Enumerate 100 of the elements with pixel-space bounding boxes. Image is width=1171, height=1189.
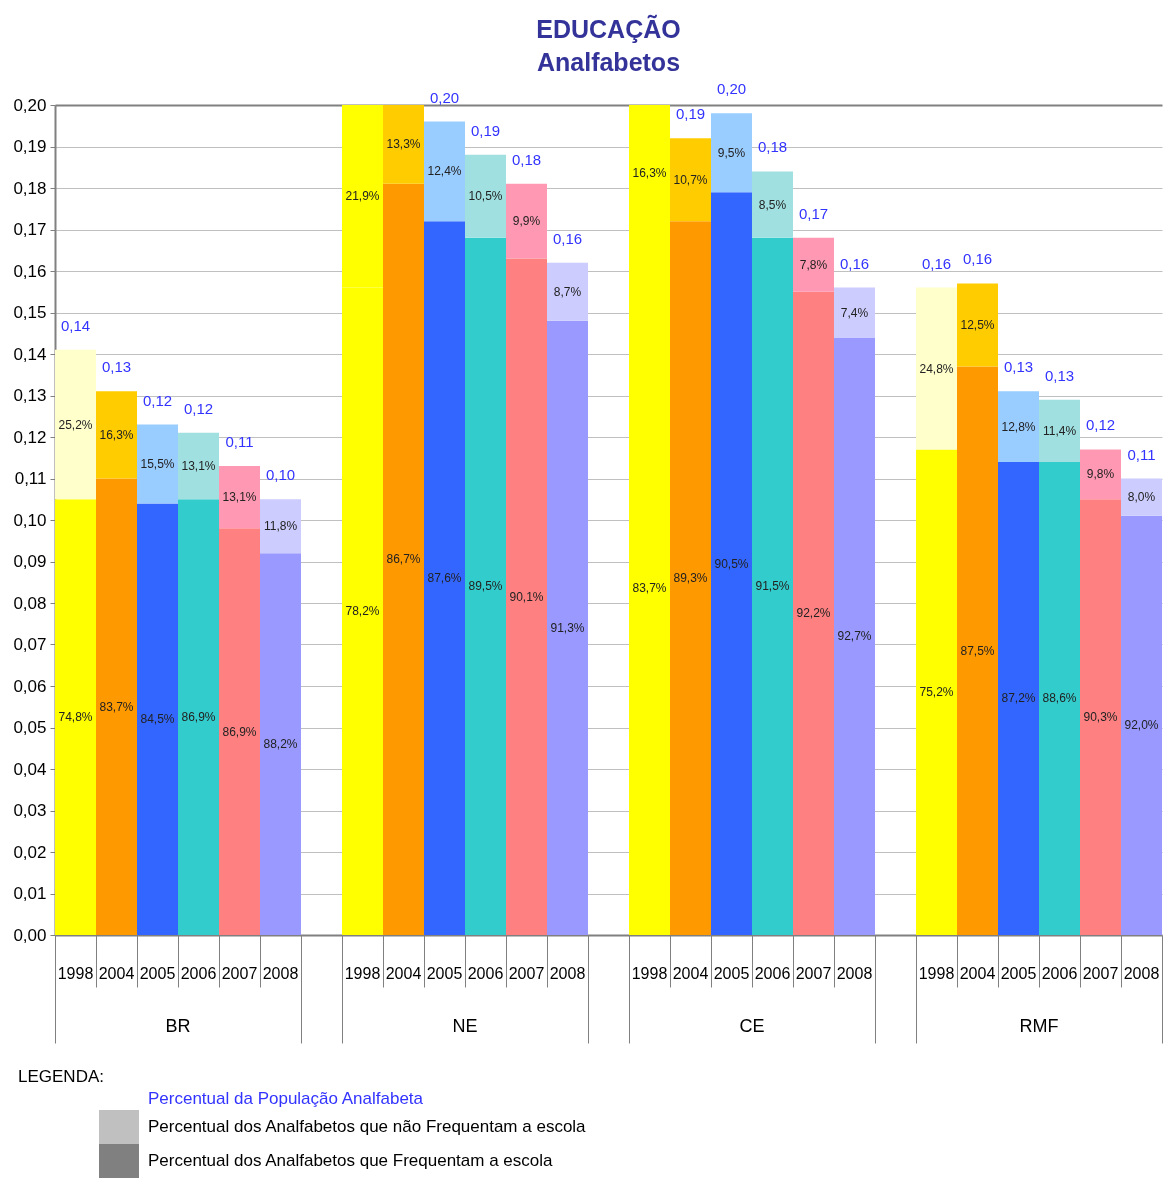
y-tick-label: 0,08 [13,593,47,613]
annotation: 83,7% [632,581,667,596]
x-tick-label: 2006 [180,965,217,982]
annotation: 92,7% [837,629,872,644]
bar [55,349,96,500]
annotation: 88,2% [263,737,298,752]
y-tick-label: 0,05 [13,718,47,737]
text: NE [452,1016,478,1036]
bar [178,432,219,500]
total-label: 0,16 [962,250,993,268]
total-label: 0,18 [757,138,788,156]
annotation: 74,8% [58,710,93,725]
bar [506,183,547,259]
bar [137,424,178,504]
y-tick-label: 0,00 [13,925,47,945]
total-label: 0,13 [1003,358,1034,376]
bar [793,237,834,292]
annotation: 10,5% [468,189,503,204]
y-tick-label: 0,02 [13,842,47,862]
x-tick-label: 2007 [221,965,258,982]
annotation: 87,2% [1001,691,1036,706]
x-tick-label: 2006 [1041,965,1078,982]
annotation: 13,1% [181,459,216,474]
total-label: 0,20 [716,80,747,98]
bar [834,337,875,935]
annotation: 25,2% [58,417,93,432]
annotation: 16,3% [99,427,134,442]
annotation: 13,1% [222,490,257,505]
bar [834,287,875,338]
total-label: 0,16 [839,254,870,272]
annotation: 91,3% [550,620,585,635]
bar [383,105,424,184]
y-tick-label: 0,11 [14,469,47,488]
bar [547,262,588,321]
x-tick-label: 2004 [959,965,996,982]
annotation: 7,4% [840,305,869,320]
y-tick-label: 0,20 [13,95,47,115]
bar [957,283,998,367]
bar [424,121,465,222]
chart-subtitle: Analfabetos [536,48,681,77]
annotation: 84,5% [140,712,175,727]
bar [793,291,834,935]
annotation: 88,6% [1042,691,1077,706]
bar [916,287,957,450]
annotation: 78,2% [345,604,380,619]
bar [670,138,711,222]
annotation: 7,8% [799,257,828,272]
total-label: 0,16 [921,254,952,272]
bar [998,391,1039,462]
x-tick-label: 2007 [795,965,832,982]
y-tick-label: 0,19 [13,137,47,156]
total-label: 0,13 [101,358,132,376]
x-tick-label: 2008 [549,965,586,982]
x-tick-label: 2007 [1082,965,1119,982]
bar [260,553,301,935]
x-tick-label: 1998 [57,965,94,982]
annotation: 86,9% [181,710,216,725]
x-tick-label: 2005 [139,965,176,982]
bar [55,499,96,935]
bar [1039,399,1080,462]
total-label: 0,14 [60,316,91,334]
x-tick-label: 2005 [426,965,463,982]
y-tick-label: 0,18 [13,178,47,198]
annotation: 9,5% [717,145,746,160]
annotation: 11,4% [1042,423,1077,438]
x-tick-label: 2006 [754,965,791,982]
annotation: 9,8% [1086,467,1115,482]
y-tick-label: 0,15 [13,303,47,322]
bar [916,449,957,935]
y-tick-label: 0,04 [13,759,47,779]
bar [1080,449,1121,500]
x-tick-label: 2004 [98,965,135,982]
annotation: 8,5% [758,197,787,212]
bar [711,192,752,935]
text: Percentual dos Analfabetos que não Frequentam a escola [148,1116,586,1138]
bar [670,221,711,935]
bar [178,499,219,935]
y-tick-label: 0,07 [13,635,47,654]
bar [219,528,260,935]
total-label: 0,18 [511,150,542,168]
y-tick-label: 0,14 [13,344,47,364]
bar [957,366,998,935]
x-tick-label: 2005 [713,965,750,982]
total-label: 0,12 [142,391,173,409]
annotation: 87,6% [427,571,462,586]
bar [260,499,301,554]
text: Percentual da População Analfabeta [148,1088,424,1110]
annotation: 92,0% [1124,718,1159,733]
y-tick-label: 0,03 [13,801,47,820]
x-tick-label: 1998 [631,965,668,982]
total-label: 0,13 [1044,366,1075,384]
y-tick-label: 0,01 [13,884,47,903]
y-tick-label: 0,09 [13,552,47,571]
bar [1080,499,1121,935]
annotation: 87,5% [960,643,995,658]
text: LEGENDA: [18,1066,104,1088]
bar [1039,461,1080,935]
annotation: 86,7% [386,552,421,567]
bar [96,391,137,479]
y-tick-label: 0,12 [13,427,47,447]
